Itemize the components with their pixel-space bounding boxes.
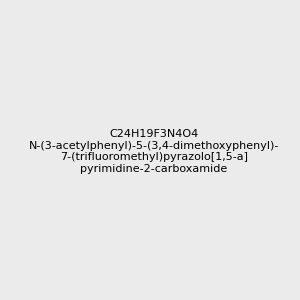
Text: C24H19F3N4O4
N-(3-acetylphenyl)-5-(3,4-dimethoxyphenyl)-
7-(trifluoromethyl)pyra: C24H19F3N4O4 N-(3-acetylphenyl)-5-(3,4-d… [28, 129, 279, 174]
